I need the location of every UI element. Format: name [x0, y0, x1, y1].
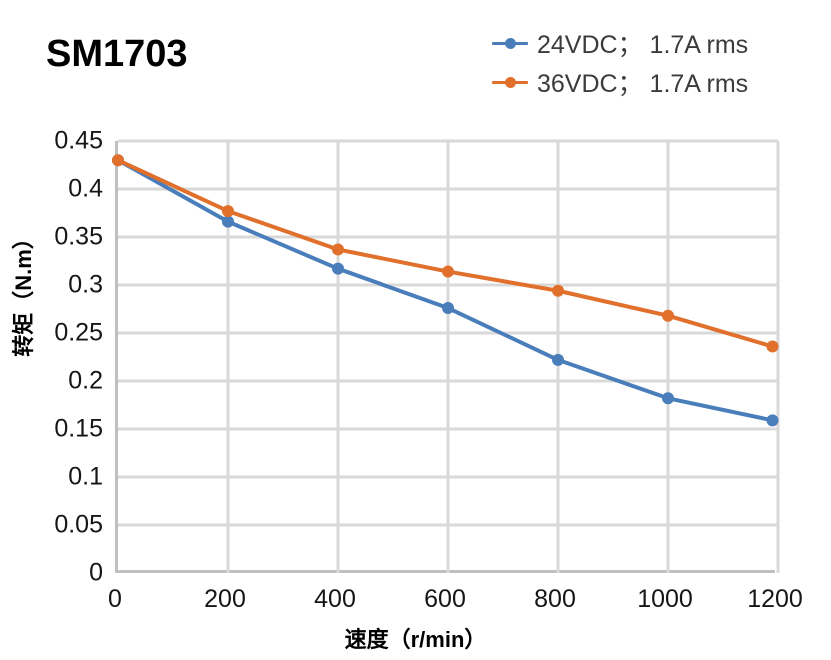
- data-point[interactable]: [442, 302, 454, 315]
- x-tick-label: 600: [424, 585, 466, 613]
- x-tick-label: 400: [314, 585, 356, 613]
- x-axis-title: 速度（r/min）: [344, 627, 487, 652]
- y-tick-label: 0.4: [68, 174, 103, 203]
- data-point[interactable]: [112, 154, 124, 167]
- data-point[interactable]: [332, 262, 344, 275]
- data-point[interactable]: [442, 265, 454, 278]
- x-tick-label: 0: [108, 585, 122, 613]
- data-point[interactable]: [222, 215, 234, 228]
- y-axis-tick-labels: 0 0.05 0.1 0.15 0.2 0.25 0.3 0.35 0.4 0.45: [0, 0, 113, 660]
- data-point[interactable]: [552, 284, 564, 297]
- y-tick-label: 0: [89, 558, 103, 587]
- data-point[interactable]: [766, 340, 779, 353]
- legend-label-series-1: 24VDC； 1.7A rms: [537, 31, 749, 59]
- y-tick-label: 0.2: [68, 366, 103, 395]
- x-tick-label: 200: [204, 585, 246, 613]
- legend-item-series-2[interactable]: 36VDC； 1.7A rms: [492, 67, 749, 98]
- legend-label-series-2: 36VDC； 1.7A rms: [537, 70, 749, 98]
- legend-marker-series-1-icon: [492, 34, 528, 52]
- data-point[interactable]: [552, 353, 564, 366]
- data-point[interactable]: [222, 205, 234, 218]
- y-tick-label: 0.35: [54, 222, 103, 251]
- y-tick-label: 0.1: [68, 462, 103, 491]
- chart-title: SM1703: [46, 33, 188, 75]
- x-tick-label: 1200: [747, 585, 803, 613]
- y-tick-label: 0.05: [54, 510, 103, 539]
- plot-area: [112, 139, 780, 573]
- x-tick-label: 800: [534, 585, 576, 613]
- y-tick-label: 0.25: [54, 318, 103, 347]
- x-tick-label: 1000: [637, 585, 693, 613]
- chart-legend: 24VDC； 1.7A rms 36VDC； 1.7A rms: [492, 28, 749, 98]
- y-axis-title: 转矩（N.m）: [11, 227, 36, 357]
- data-point[interactable]: [766, 414, 779, 427]
- data-point[interactable]: [662, 309, 674, 322]
- data-point[interactable]: [662, 392, 674, 405]
- legend-item-series-1[interactable]: 24VDC； 1.7A rms: [492, 28, 749, 59]
- data-point[interactable]: [332, 243, 344, 256]
- legend-marker-series-2-icon: [492, 73, 528, 91]
- plot-svg: [112, 139, 780, 573]
- y-tick-label: 0.45: [54, 126, 103, 155]
- y-tick-label: 0.3: [68, 270, 103, 299]
- y-tick-label: 0.15: [54, 414, 103, 443]
